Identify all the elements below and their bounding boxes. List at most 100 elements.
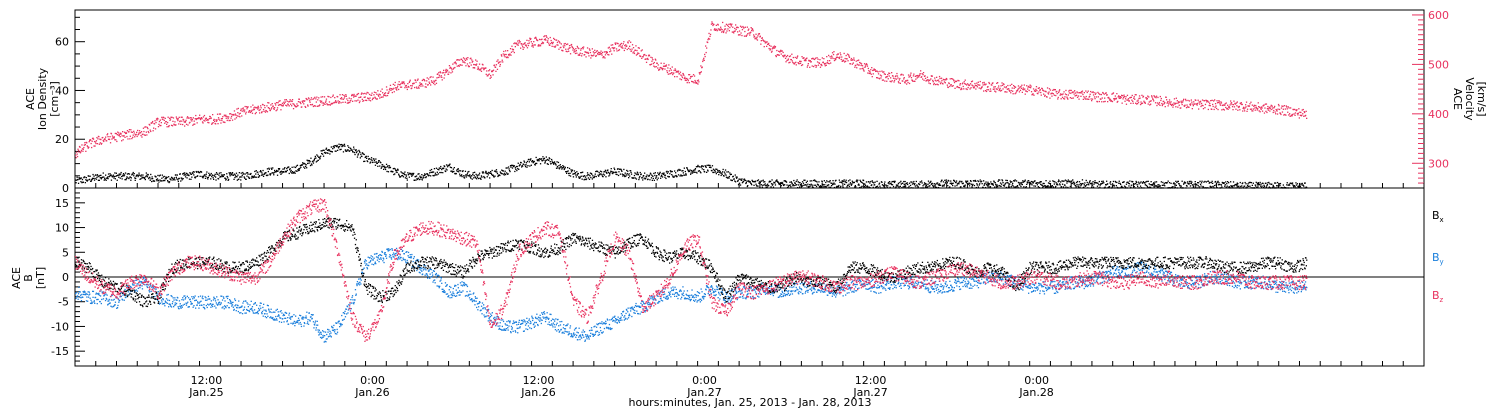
density-point — [521, 166, 523, 168]
density-point — [1048, 182, 1051, 185]
b-tick-label: 15 — [55, 197, 69, 210]
velocity-point — [1123, 96, 1126, 98]
density-point — [1179, 185, 1181, 187]
velocity-point — [985, 83, 987, 85]
x-tick-label-date: Jan.28 — [1018, 386, 1053, 399]
velocity-point — [630, 50, 633, 52]
density-point — [342, 151, 345, 153]
density-point — [319, 157, 321, 159]
velocity-point — [1108, 97, 1110, 99]
density-point — [1295, 182, 1297, 184]
density-point — [1148, 187, 1150, 189]
density-point — [798, 181, 800, 184]
density-point — [1209, 181, 1211, 183]
velocity-point — [345, 95, 347, 97]
density-point — [1274, 182, 1276, 184]
velocity-point — [1082, 98, 1084, 100]
density-point — [628, 173, 630, 175]
density-point — [359, 151, 361, 154]
density-point — [640, 173, 642, 175]
density-point — [234, 176, 236, 179]
density-point — [438, 169, 440, 171]
velocity-point — [866, 65, 869, 67]
density-point — [165, 178, 167, 180]
velocity-point — [1140, 101, 1142, 103]
velocity-point — [1053, 88, 1055, 91]
density-point — [607, 171, 609, 173]
density-point — [1241, 185, 1243, 187]
density-point — [1251, 184, 1253, 186]
density-point — [193, 171, 195, 173]
density-point — [112, 174, 115, 176]
density-point — [103, 176, 105, 178]
density-point — [277, 170, 279, 172]
density-point — [1055, 182, 1057, 184]
velocity-point — [614, 47, 616, 49]
density-point — [514, 167, 516, 169]
density-point — [286, 167, 288, 170]
density-point — [868, 181, 870, 183]
velocity-point — [551, 45, 553, 47]
velocity-point — [690, 76, 692, 78]
density-point — [943, 185, 945, 187]
velocity-point — [401, 81, 403, 83]
density-point — [712, 171, 714, 174]
density-point — [594, 173, 596, 175]
density-point — [1171, 187, 1174, 189]
velocity-point — [547, 40, 549, 42]
velocity-point — [177, 118, 179, 120]
velocity-point — [113, 137, 115, 139]
density-point — [1205, 181, 1207, 183]
density-point — [1019, 182, 1022, 184]
velocity-point — [1091, 100, 1093, 102]
density-point — [298, 169, 300, 171]
velocity-point — [425, 86, 427, 88]
density-point — [944, 179, 946, 181]
density-point — [293, 171, 296, 173]
density-point — [407, 172, 409, 174]
velocity-point — [976, 86, 978, 88]
velocity-point — [419, 83, 422, 86]
velocity-point — [671, 66, 673, 68]
density-point — [995, 183, 997, 185]
velocity-point — [887, 78, 889, 80]
velocity-point — [691, 75, 693, 77]
velocity-point — [566, 51, 568, 53]
density-point — [838, 184, 840, 187]
density-point — [428, 174, 430, 176]
velocity-point — [146, 126, 148, 129]
velocity-point — [221, 119, 223, 122]
density-point — [1060, 181, 1062, 183]
velocity-point — [1139, 97, 1141, 99]
density-point — [842, 186, 844, 189]
velocity-point — [210, 117, 212, 119]
density-point — [697, 170, 700, 172]
density-point — [572, 176, 575, 178]
velocity-point — [871, 76, 873, 78]
density-point — [1120, 183, 1122, 186]
velocity-point — [213, 118, 215, 121]
density-point — [511, 167, 514, 169]
velocity-point — [621, 45, 623, 47]
velocity-point — [534, 37, 536, 39]
velocity-point — [604, 54, 607, 56]
density-point — [883, 185, 885, 187]
density-point — [886, 187, 888, 189]
velocity-point — [588, 55, 590, 57]
velocity-point — [121, 140, 123, 142]
density-point — [1206, 187, 1208, 189]
velocity-point — [228, 119, 230, 122]
velocity-point — [468, 65, 470, 68]
velocity-point — [909, 75, 911, 77]
velocity-point — [552, 41, 554, 43]
density-point — [378, 160, 380, 162]
velocity-point — [353, 95, 356, 97]
density-point — [206, 177, 208, 179]
velocity-point — [1081, 92, 1083, 94]
density-point — [119, 174, 121, 176]
density-point — [795, 180, 797, 183]
velocity-point — [1121, 102, 1123, 104]
velocity-point — [869, 71, 871, 73]
density-point — [705, 166, 707, 168]
density-point — [771, 184, 774, 186]
